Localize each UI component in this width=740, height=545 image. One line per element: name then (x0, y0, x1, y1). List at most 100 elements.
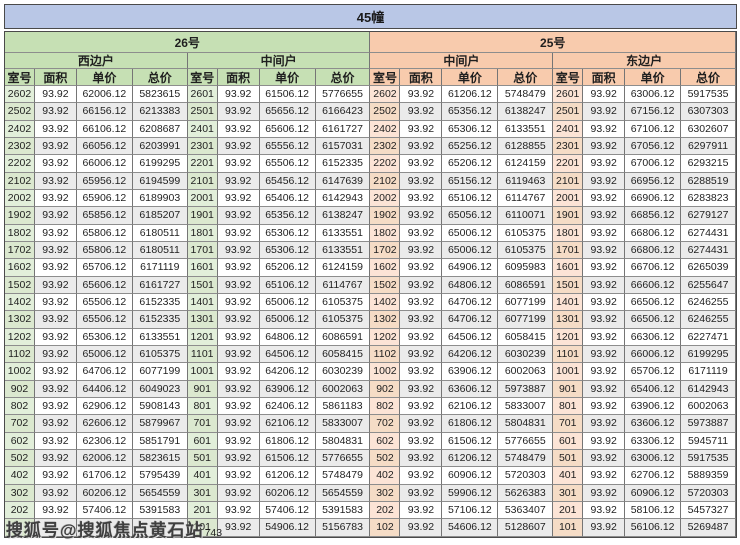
total-price-cell: 6002063 (498, 363, 554, 381)
unit-price-cell: 64406.12 (76, 380, 133, 398)
room-cell: 1801 (553, 224, 584, 242)
room-cell: 1701 (187, 241, 218, 260)
room-cell: 702 (5, 415, 35, 433)
unit-price-cell: 60906.12 (442, 467, 499, 485)
area-cell: 93.92 (583, 311, 626, 329)
room-cell: 1001 (187, 363, 218, 381)
total-price-cell: 6002063 (315, 380, 371, 398)
room-cell: 1702 (370, 241, 401, 260)
area-cell: 93.92 (583, 449, 626, 468)
room-cell: 902 (5, 380, 35, 398)
unit-price-cell: 62606.12 (76, 415, 133, 433)
area-cell: 93.92 (400, 137, 443, 156)
unit-price-cell: 66956.12 (625, 172, 682, 190)
area-cell: 93.92 (217, 397, 260, 416)
area-cell: 93.92 (217, 432, 260, 450)
total-price-cell: 6152335 (132, 293, 188, 312)
room-cell: 2001 (187, 189, 218, 208)
room-cell: 901 (187, 380, 218, 398)
area-cell: 93.92 (583, 519, 626, 537)
unit-price-cell: 64706.12 (442, 311, 499, 329)
unit-price-cell: 65556.12 (259, 137, 316, 156)
room-cell: 1902 (5, 207, 35, 225)
area-cell: 93.92 (583, 467, 626, 485)
room-cell: 101 (553, 519, 584, 537)
total-price-cell: 5795439 (132, 467, 188, 485)
room-cell: 2102 (5, 172, 35, 190)
room-cell: 1601 (553, 259, 584, 277)
room-cell: 902 (370, 380, 401, 398)
total-price-cell: 6105375 (498, 224, 554, 242)
room-cell: 2202 (5, 155, 35, 173)
unit-price-cell: 65506.12 (259, 155, 316, 173)
room-cell: 1401 (187, 293, 218, 312)
unit-price-cell: 61706.12 (76, 467, 133, 485)
room-cell: 2002 (5, 189, 35, 208)
unit-price-cell: 65406.12 (625, 380, 682, 398)
area-cell: 93.92 (34, 467, 77, 485)
unit-price-cell: 64806.12 (259, 328, 316, 346)
unit-price-cell: 65356.12 (259, 207, 316, 225)
room-cell: 1902 (370, 207, 401, 225)
room-cell: 701 (553, 415, 584, 433)
total-price-cell: 5156783 (315, 519, 371, 537)
total-price-cell: 6128855 (498, 137, 554, 156)
area-cell (34, 519, 77, 537)
area-cell: 93.92 (583, 224, 626, 242)
total-price-cell: 5908143 (132, 397, 188, 416)
total-price-cell: 6058415 (315, 345, 371, 364)
total-price-cell: 6142943 (315, 189, 371, 208)
total-price-cell: 6030239 (498, 345, 554, 364)
total-price-cell: 6105375 (132, 345, 188, 364)
total-price-cell: 6105375 (498, 241, 554, 260)
unit-price-cell: 66106.12 (76, 120, 133, 138)
unit-price-cell: 61806.12 (442, 415, 499, 433)
room-cell: 2602 (370, 86, 401, 104)
room-cell: 101 (187, 519, 218, 537)
room-cell: 2302 (5, 137, 35, 156)
room-cell: 601 (553, 432, 584, 450)
area-cell: 93.92 (583, 345, 626, 364)
area-cell: 93.92 (400, 155, 443, 173)
room-cell: 1301 (553, 311, 584, 329)
area-cell: 93.92 (34, 120, 77, 138)
total-price-cell: 6255647 (681, 276, 736, 294)
total-price-cell: 6161727 (132, 276, 188, 294)
total-price-cell: 6105375 (315, 311, 371, 329)
unit-price-cell: 66006.12 (76, 155, 133, 173)
unit-price-cell: 62006.12 (76, 86, 133, 104)
area-cell: 93.92 (34, 380, 77, 398)
total-price-cell: 5804831 (315, 432, 371, 450)
room-cell: 1701 (553, 241, 584, 260)
unit-price-cell: 65206.12 (259, 259, 316, 277)
total-price-cell: 6279127 (681, 207, 736, 225)
total-price-cell: 6138247 (498, 103, 554, 121)
area-cell: 93.92 (217, 328, 260, 346)
column-header: 单价 (76, 69, 133, 86)
total-price-cell: 6208687 (132, 120, 188, 138)
unit-price-cell: 65306.12 (259, 241, 316, 260)
total-price-cell: 6058415 (498, 328, 554, 346)
unit-price-cell: 62706.12 (625, 467, 682, 485)
unit-price-cell: 66706.12 (625, 259, 682, 277)
area-cell: 93.92 (217, 467, 260, 485)
unit-price-cell: 61806.12 (259, 432, 316, 450)
area-cell: 93.92 (217, 345, 260, 364)
unit-price-cell: 63906.12 (442, 363, 499, 381)
unit-price-cell: 65306.12 (76, 328, 133, 346)
area-cell: 93.92 (583, 363, 626, 381)
total-price-cell: 6119463 (498, 172, 554, 190)
area-cell: 93.92 (34, 224, 77, 242)
total-price-cell: 6161727 (315, 120, 371, 138)
unit-price-cell: 65156.12 (442, 172, 499, 190)
unit-price-cell: 65006.12 (76, 345, 133, 364)
column-header: 总价 (681, 69, 736, 86)
total-price-cell: 6152335 (315, 155, 371, 173)
area-cell: 93.92 (217, 276, 260, 294)
room-cell: 102 (370, 519, 401, 537)
column-header: 总价 (315, 69, 371, 86)
unit-price-cell: 63606.12 (442, 380, 499, 398)
unit-price-cell: 62906.12 (76, 397, 133, 416)
unit-price-cell: 66606.12 (625, 276, 682, 294)
column-header: 总价 (498, 69, 554, 86)
